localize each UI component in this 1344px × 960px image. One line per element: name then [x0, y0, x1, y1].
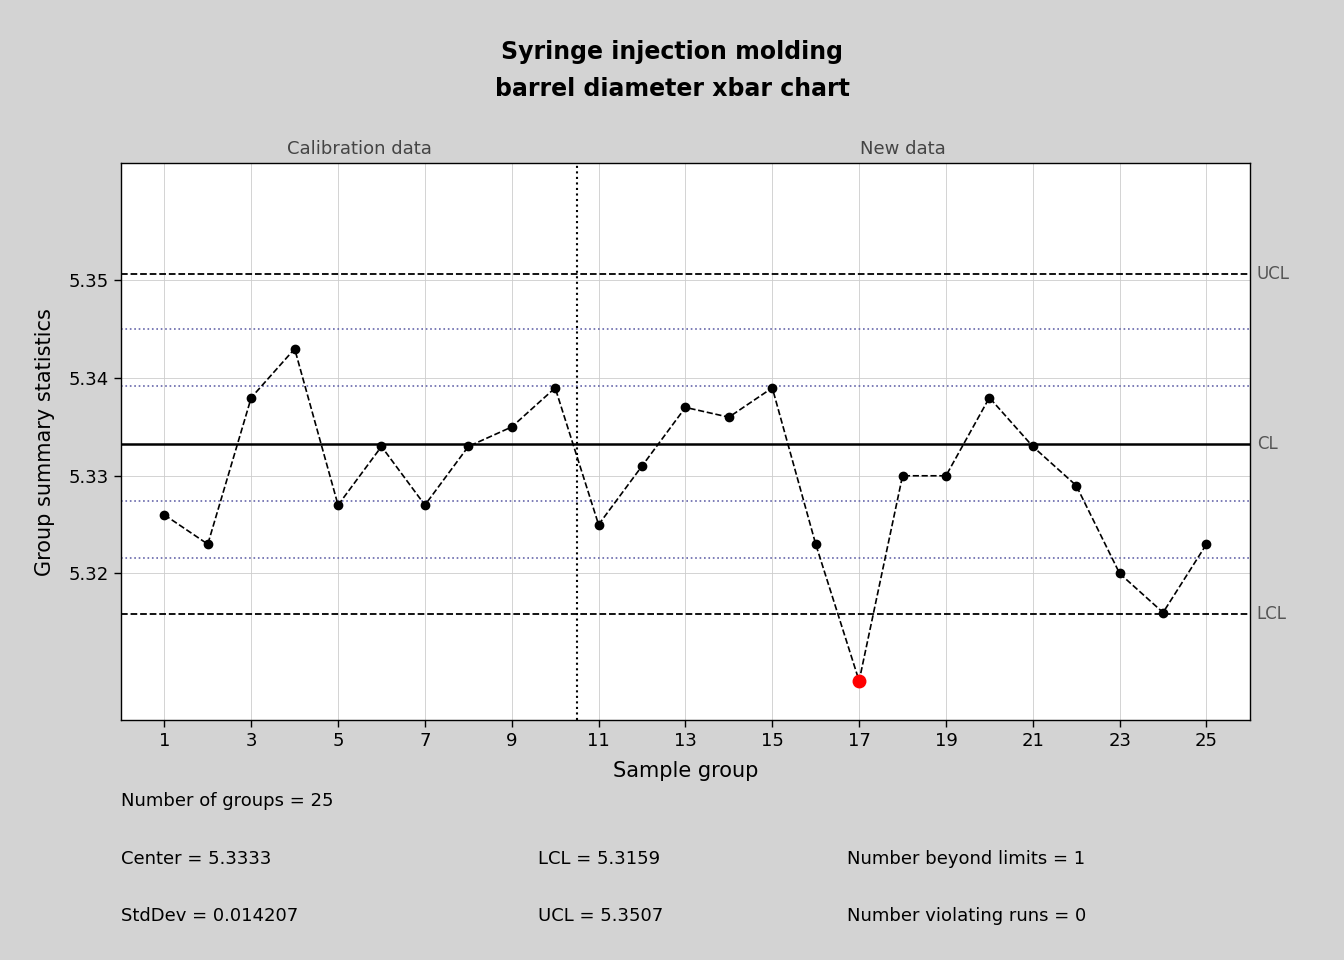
Text: LCL = 5.3159: LCL = 5.3159: [538, 850, 660, 868]
Text: Calibration data: Calibration data: [288, 140, 433, 158]
Y-axis label: Group summary statistics: Group summary statistics: [35, 307, 55, 576]
Text: Syringe injection molding: Syringe injection molding: [501, 40, 843, 64]
Text: StdDev = 0.014207: StdDev = 0.014207: [121, 907, 298, 925]
Text: UCL: UCL: [1257, 265, 1290, 282]
Text: barrel diameter xbar chart: barrel diameter xbar chart: [495, 77, 849, 101]
Text: LCL: LCL: [1257, 605, 1286, 622]
Text: New data: New data: [860, 140, 945, 158]
Text: Number beyond limits = 1: Number beyond limits = 1: [847, 850, 1085, 868]
Text: Center = 5.3333: Center = 5.3333: [121, 850, 271, 868]
Text: Number of groups = 25: Number of groups = 25: [121, 792, 333, 810]
Text: UCL = 5.3507: UCL = 5.3507: [538, 907, 663, 925]
Text: CL: CL: [1257, 435, 1277, 452]
Text: Number violating runs = 0: Number violating runs = 0: [847, 907, 1086, 925]
X-axis label: Sample group: Sample group: [613, 761, 758, 780]
